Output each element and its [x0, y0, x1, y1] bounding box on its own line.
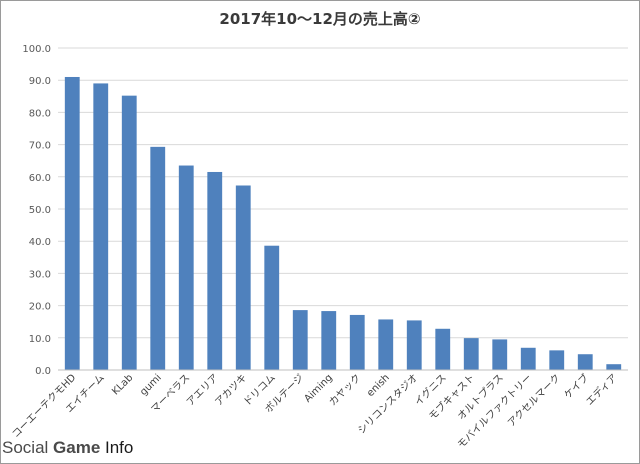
- y-tick-label: 20.0: [29, 302, 51, 313]
- bar: [93, 83, 109, 371]
- x-tick-label: エディア: [583, 371, 620, 408]
- watermark-part-social: Social: [2, 438, 54, 457]
- watermark-part-info: Info: [100, 438, 134, 457]
- bar: [235, 185, 251, 370]
- bar: [321, 311, 337, 370]
- site-watermark: Social Game Info: [2, 438, 133, 458]
- y-tick-label: 60.0: [29, 173, 51, 184]
- y-tick-label: 0.0: [35, 366, 51, 377]
- x-tick-label: enish: [365, 372, 392, 399]
- y-tick-label: 90.0: [29, 76, 51, 87]
- x-tick-label: カヤック: [327, 372, 364, 409]
- bar: [549, 350, 565, 370]
- watermark-part-game: Game: [53, 438, 101, 457]
- bar: [150, 146, 166, 370]
- bar: [577, 354, 593, 370]
- bar: [207, 171, 223, 370]
- chart-title: 2017年10～12月の売上高②: [219, 10, 421, 28]
- bar: [606, 364, 622, 370]
- bar: [406, 320, 422, 370]
- bar: [463, 338, 479, 370]
- bar: [64, 76, 80, 370]
- bar: [264, 245, 280, 370]
- bar: [178, 165, 194, 370]
- bar: [349, 314, 365, 370]
- bar: [520, 347, 536, 370]
- y-tick-label: 40.0: [29, 237, 51, 248]
- y-tick-label: 100.0: [22, 44, 51, 55]
- bar: [435, 328, 451, 370]
- bar: [378, 319, 394, 370]
- x-tick-label: gumi: [138, 372, 164, 398]
- y-tick-label: 30.0: [29, 269, 51, 280]
- y-tick-label: 80.0: [29, 108, 51, 119]
- bar: [492, 339, 508, 370]
- x-tick-label: KLab: [110, 372, 135, 397]
- y-tick-label: 70.0: [29, 141, 51, 152]
- bar: [292, 310, 308, 370]
- bar: [121, 95, 137, 370]
- y-tick-label: 10.0: [29, 334, 51, 345]
- y-tick-label: 50.0: [29, 205, 51, 216]
